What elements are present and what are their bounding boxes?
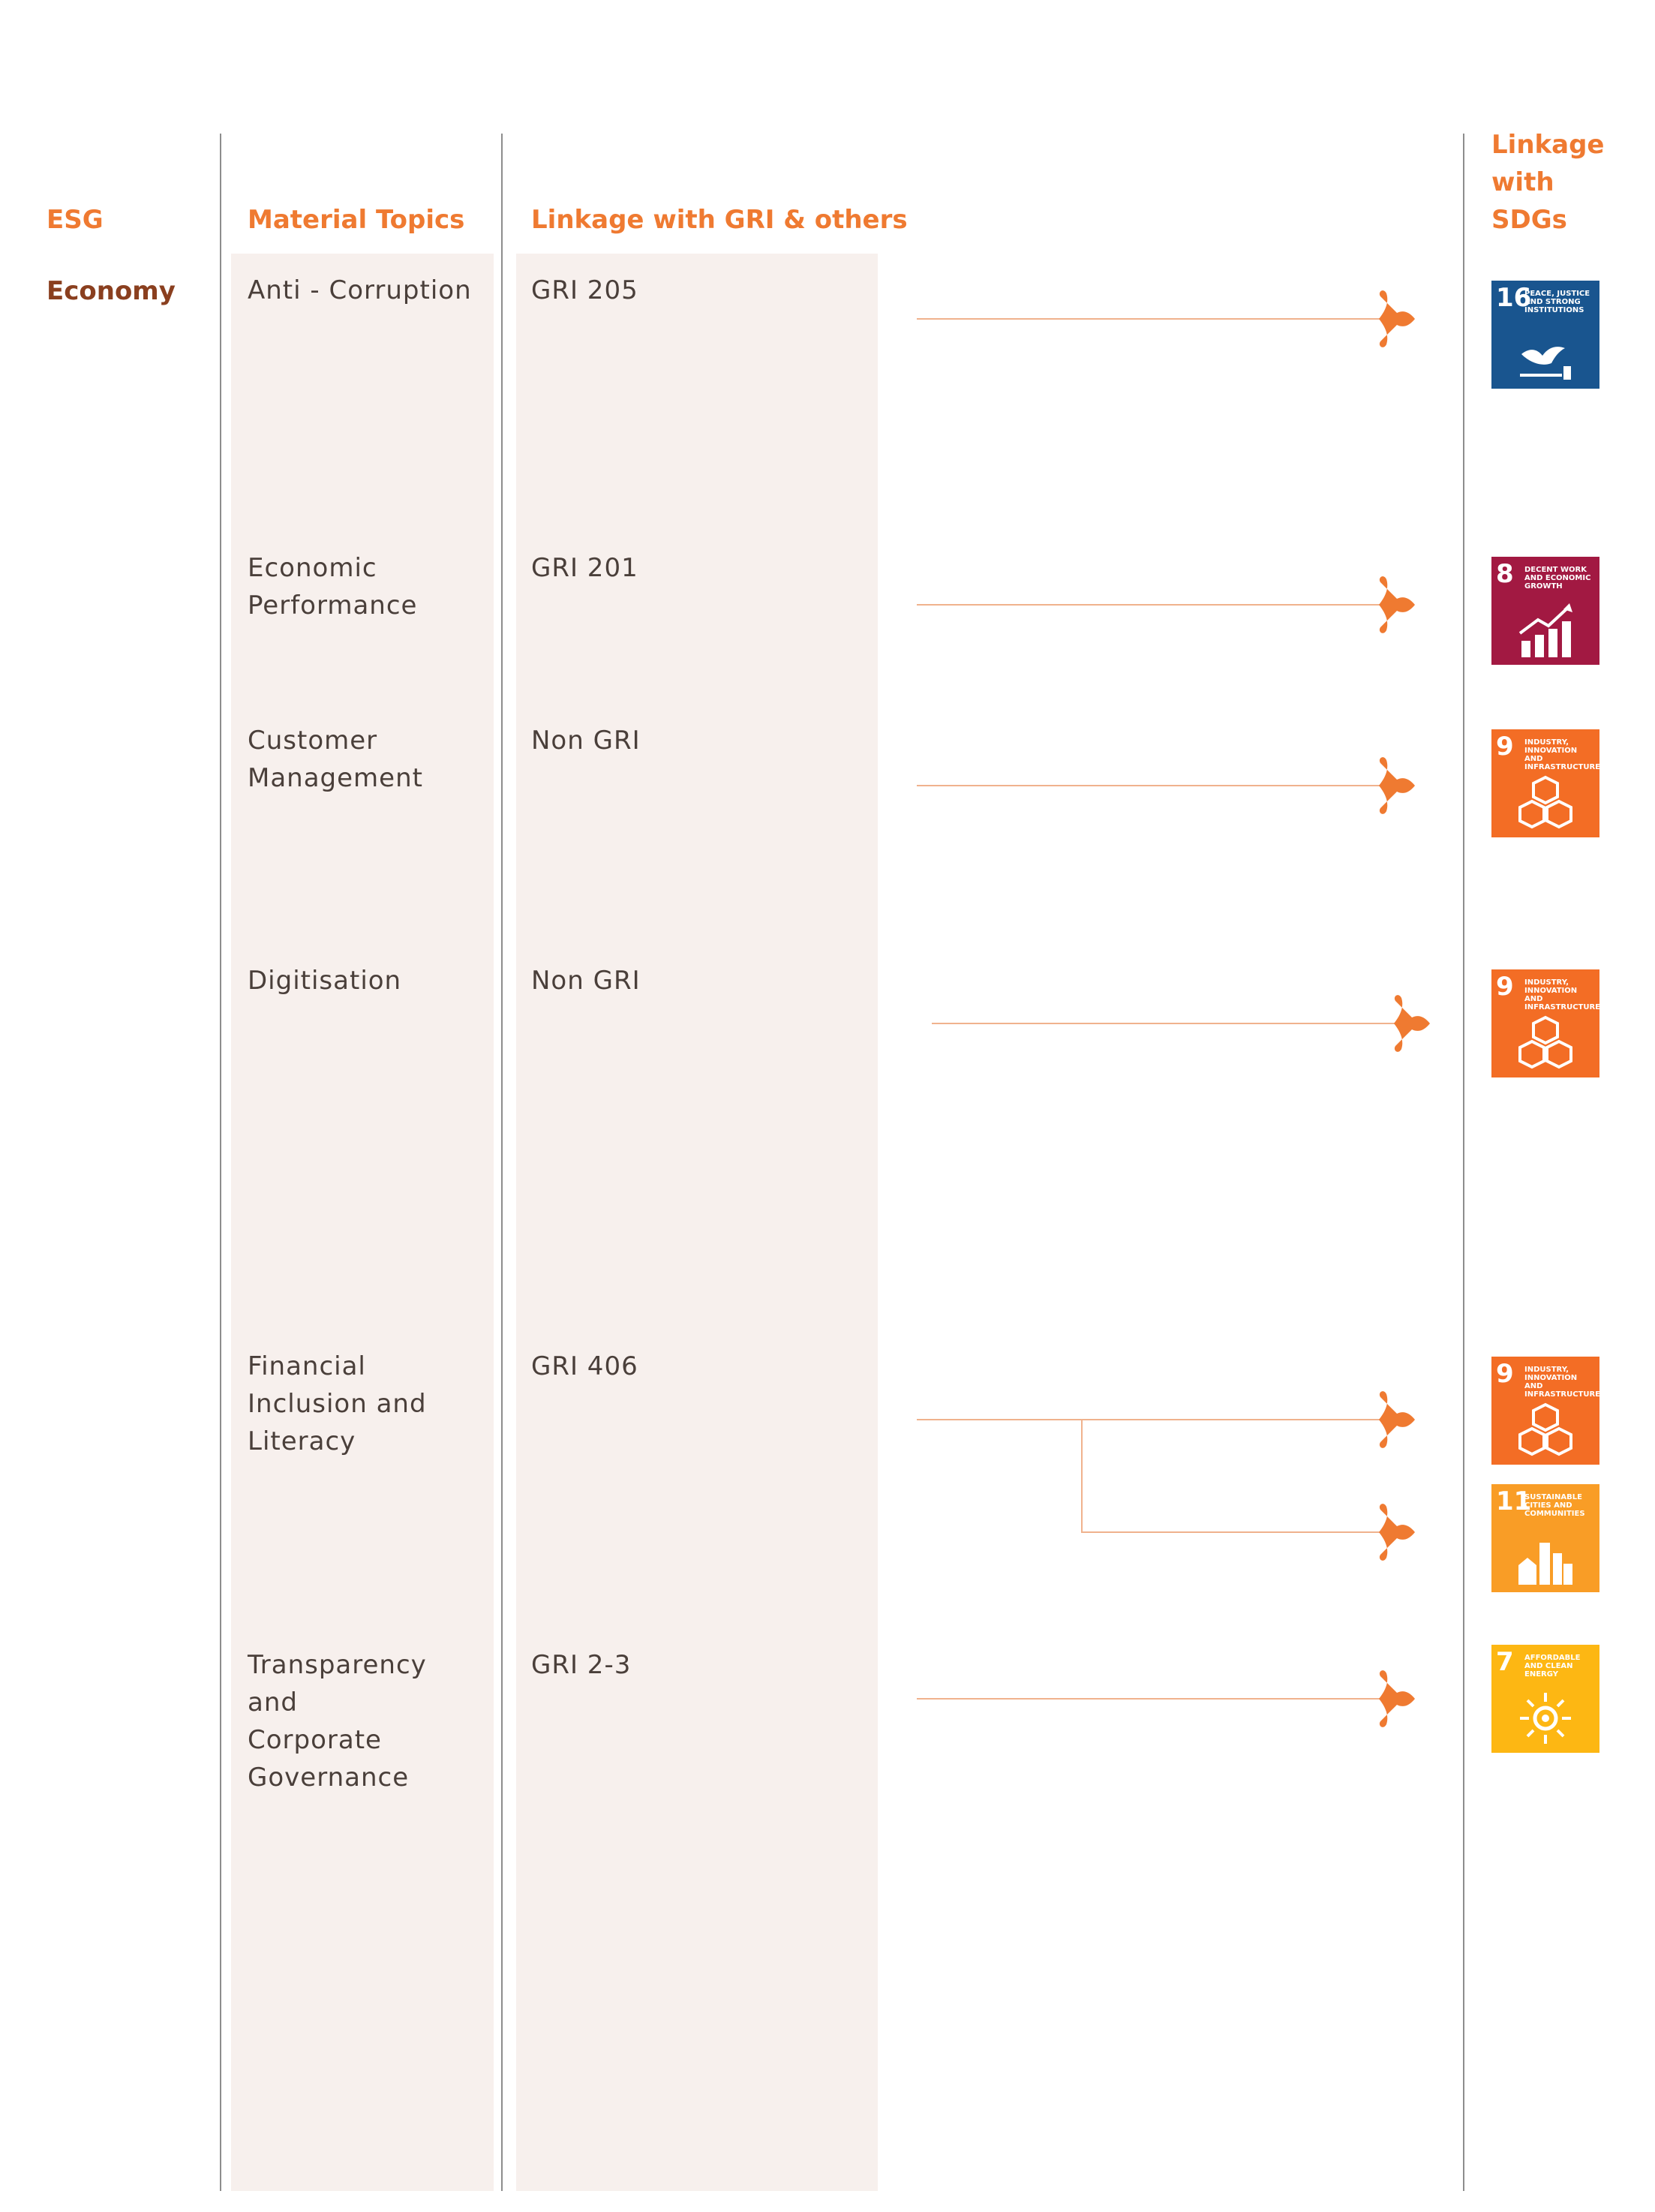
header-material-topics: Material Topics (248, 205, 465, 235)
sdg-title: Industry, innovation and infrastructure (1524, 738, 1599, 771)
header-linkage-sdg: Linkage with SDGs (1491, 130, 1605, 235)
material-topic: Anti - Corruption (248, 275, 472, 305)
sdg-9-tile: 9 Industry, innovation and infrastructur… (1491, 729, 1599, 837)
material-topic: Financial Inclusion and Literacy (248, 1351, 427, 1456)
arrow-ornament (1379, 576, 1415, 633)
cubes-icon (1518, 1015, 1572, 1069)
sdg-title: Affordable and clean energy (1524, 1654, 1581, 1679)
material-topic: Transparency and Corporate Governance (248, 1650, 427, 1793)
esg-category: Economy (47, 276, 176, 306)
sdg-9-tile: 9 Industry, innovation and infrastructur… (1491, 1357, 1599, 1465)
material-topic: Economic Performance (248, 553, 418, 621)
arrow-ornament (1379, 1391, 1415, 1448)
topics-column-bg (231, 254, 494, 2191)
gri-linkage: GRI 201 (531, 553, 638, 583)
gri-linkage: GRI 2-3 (531, 1650, 632, 1680)
sdg-title: Peace, justice and strong institutions (1524, 290, 1590, 314)
gri-linkage: GRI 406 (531, 1351, 638, 1381)
sdg-number: 9 (1496, 972, 1514, 1002)
sdg-number: 7 (1496, 1647, 1514, 1677)
growth-chart-icon (1518, 603, 1572, 657)
arrow-ornament (1394, 995, 1430, 1052)
sdg-7-tile: 7 Affordable and clean energy (1491, 1645, 1599, 1753)
sdg-title: Decent work and economic growth (1524, 566, 1591, 591)
sdg-title: Sustainable cities and communities (1524, 1493, 1585, 1518)
column-divider (220, 134, 221, 2191)
arrow-ornament (1379, 290, 1415, 347)
header-esg: ESG (47, 205, 104, 235)
arrow-ornament (1379, 1504, 1415, 1561)
material-topic: Digitisation (248, 966, 402, 996)
arrow-ornament (1379, 1670, 1415, 1727)
sdg-number: 8 (1496, 559, 1514, 589)
sdg-9-tile: 9 Industry, innovation and infrastructur… (1491, 969, 1599, 1077)
city-icon (1518, 1543, 1572, 1585)
column-divider (1463, 134, 1464, 2191)
arrow-ornament (1379, 757, 1415, 814)
sdg-number: 11 (1496, 1486, 1532, 1516)
gri-column-bg (516, 254, 878, 2191)
sdg-16-tile: 16 Peace, justice and strong institution… (1491, 281, 1599, 389)
sdg-number: 16 (1496, 283, 1532, 313)
sdg-number: 9 (1496, 732, 1514, 762)
header-linkage-gri: Linkage with GRI & others (531, 205, 908, 235)
cubes-icon (1518, 1402, 1572, 1456)
gri-linkage: GRI 205 (531, 275, 638, 305)
sdg-title: Industry, innovation and infrastructure (1524, 978, 1599, 1011)
sdg-number: 9 (1496, 1359, 1514, 1389)
sdg-title: Industry, innovation and infrastructure (1524, 1366, 1599, 1399)
gri-linkage: Non GRI (531, 726, 641, 756)
material-topic: Customer Management (248, 726, 423, 793)
cubes-icon (1518, 775, 1572, 829)
sdg-8-tile: 8 Decent work and economic growth (1491, 557, 1599, 665)
dove-gavel-icon (1520, 347, 1571, 380)
sun-icon (1520, 1693, 1571, 1744)
sdg-11-tile: 11 Sustainable cities and communities (1491, 1484, 1599, 1592)
gri-linkage: Non GRI (531, 966, 641, 996)
column-divider (501, 134, 503, 2191)
